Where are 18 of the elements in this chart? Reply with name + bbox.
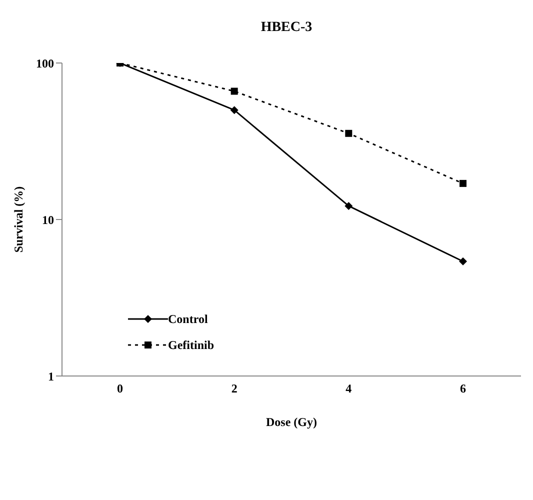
y-tick-label: 10 [42,212,54,227]
x-tick-label: 6 [460,382,466,396]
point [345,130,352,137]
y-axis-title: Survival (%) [11,186,26,253]
x-tick-label: 0 [117,382,123,396]
point [459,257,467,266]
y-tick-label: 100 [36,56,54,70]
legend-label: Control [168,312,208,326]
x-tick-label: 2 [231,382,238,396]
x-axis-title: Dose (Gy) [266,415,317,429]
point [460,180,466,187]
legend-label: Gefitinib [168,338,214,352]
point [230,88,238,95]
x-tick-label: 4 [346,382,352,396]
chart-title: HBEC-3 [260,19,314,37]
y-tick-label: 1 [48,369,54,384]
point [344,202,353,210]
point [230,106,238,114]
